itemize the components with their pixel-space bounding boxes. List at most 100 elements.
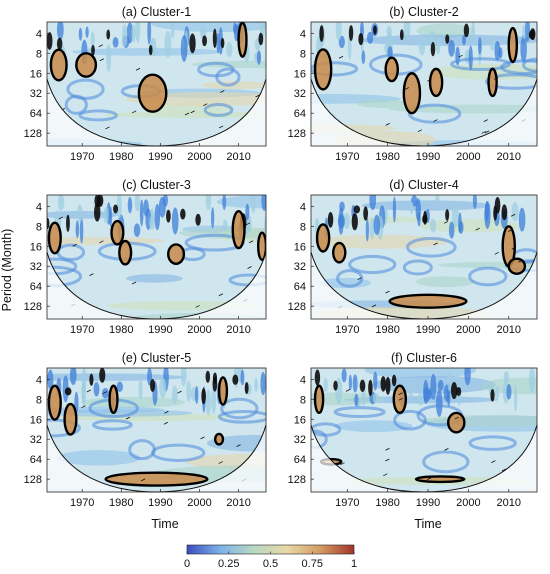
phase-arrow: [454, 416, 459, 420]
phase-arrow: [89, 273, 94, 276]
panel-frame: [310, 194, 538, 320]
x-tick-label: 1980: [109, 151, 133, 163]
phase-arrow: [383, 473, 388, 477]
x-tick-label: 1990: [148, 151, 172, 163]
phase-arrow: [345, 388, 351, 392]
y-tick-label: 16: [294, 414, 306, 426]
significance-contour: [384, 56, 399, 83]
significance-fill: [508, 258, 525, 274]
y-tick-label: 32: [294, 261, 306, 273]
y-tick-label: 8: [300, 48, 306, 60]
significance-fill: [232, 211, 245, 249]
phase-arrow: [385, 290, 390, 294]
phase-arrow: [86, 389, 91, 393]
x-tick-label: 1970: [335, 151, 359, 163]
significance-fill: [385, 57, 398, 82]
significance-contour: [63, 402, 78, 436]
x-tick-label: 2010: [497, 324, 521, 336]
significance-contour: [217, 376, 229, 406]
significance-contour: [256, 231, 266, 261]
x-tick-label: 1980: [375, 497, 399, 509]
y-tick-label: 8: [36, 221, 42, 233]
x-tick-label: 2000: [456, 324, 480, 336]
phase-arrow: [164, 410, 169, 414]
phase-arrow: [102, 391, 108, 394]
phase-arrow: [247, 266, 252, 269]
y-tick-label: 64: [294, 108, 306, 120]
y-tick-label: 4: [300, 374, 306, 386]
significance-fill: [111, 221, 124, 245]
panel-title: (d) Cluster-4: [389, 178, 459, 192]
significance-contour: [402, 72, 422, 115]
significance-contour: [110, 219, 125, 246]
x-tick-label: 2000: [187, 151, 211, 163]
y-tick-label: 16: [294, 68, 306, 80]
x-tick-label: 1990: [416, 151, 440, 163]
significance-fill: [109, 385, 118, 413]
phase-arrow: [443, 220, 449, 224]
significance-fill: [508, 28, 517, 62]
phase-arrow: [190, 110, 195, 114]
x-tick-label: 1980: [375, 324, 399, 336]
significance-contour: [313, 384, 325, 415]
phase-arrow: [132, 110, 137, 114]
phase-arrow: [195, 305, 200, 308]
y-tick-label: 32: [30, 261, 42, 273]
phase-arrow: [493, 77, 499, 80]
phase-arrow: [218, 461, 223, 464]
wavelet-panel-2: (b) Cluster-2 4 8 16 32 64 128 1970 1980 1990 2000…: [288, 5, 538, 163]
phase-arrow: [236, 444, 241, 447]
significance-fill: [64, 403, 77, 435]
y-tick-label: 128: [288, 301, 306, 313]
x-tick-label: 1970: [335, 497, 359, 509]
phase-arrow: [338, 55, 344, 59]
significance-contour: [47, 221, 62, 255]
y-tick-label: 64: [30, 108, 42, 120]
colorbar-tick-label: 0.5: [263, 558, 278, 570]
significance-contour: [507, 26, 519, 64]
significance-fill: [389, 294, 467, 308]
phase-arrow: [177, 390, 182, 394]
phase-arrow: [125, 416, 131, 420]
significance-contour: [315, 223, 331, 253]
significance-fill: [315, 385, 324, 413]
x-tick-label: 2010: [497, 497, 521, 509]
significance-contour: [414, 475, 466, 484]
colorbar-tick-label: 0: [184, 558, 190, 570]
significance-contour: [388, 293, 468, 309]
significance-contour: [137, 73, 168, 113]
phase-arrow: [98, 44, 103, 48]
significance-fill: [50, 49, 67, 81]
phase-arrow: [371, 304, 377, 308]
significance-fill: [430, 68, 443, 96]
significance-contour: [392, 384, 408, 415]
significance-contour: [167, 243, 186, 265]
coi-shading: [311, 252, 537, 319]
significance-fill: [448, 412, 465, 433]
phase-arrow: [491, 460, 496, 463]
significance-contour: [428, 67, 444, 98]
x-tick-label: 1970: [70, 324, 94, 336]
x-tick-label: 1980: [375, 151, 399, 163]
colorbar-tick-label: 0.75: [302, 558, 323, 570]
y-tick-label: 64: [294, 454, 306, 466]
phase-arrow: [508, 229, 513, 232]
panel-frame: [46, 21, 267, 147]
panel-frame: [310, 367, 538, 493]
phase-arrow: [426, 477, 432, 481]
x-tick-label: 2010: [226, 151, 250, 163]
phase-arrow: [494, 251, 499, 255]
significance-contour: [213, 432, 225, 446]
y-tick-label: 4: [36, 201, 42, 213]
significance-fill: [258, 232, 266, 260]
phase-arrow: [385, 447, 390, 451]
phase-arrow: [72, 243, 77, 247]
y-tick-label: 64: [30, 281, 42, 293]
phase-arrow: [255, 94, 260, 98]
phase-arrow: [385, 458, 390, 462]
x-tick-label: 2000: [187, 324, 211, 336]
significance-contour: [231, 209, 246, 250]
panel-title: (f) Cluster-6: [391, 351, 457, 365]
phase-arrow: [444, 447, 449, 451]
